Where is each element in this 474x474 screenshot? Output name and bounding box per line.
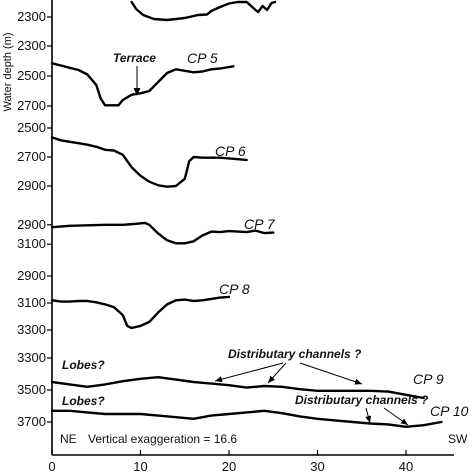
x-tick-label: 10 — [133, 459, 147, 474]
annotation-arrow — [214, 362, 284, 382]
x-axis-group: 0 10 20 30 40 — [48, 450, 454, 474]
annotation-distributary-2: Distributary channels ? — [295, 393, 429, 407]
profile-labels: CP 5 CP 6 CP 7 CP 8 CP 9 CP 10 — [187, 50, 469, 419]
profile-label-cp9: CP 9 — [413, 371, 444, 387]
annotation-terrace: Terrace — [113, 51, 156, 65]
annotation-distributary-1: Distributary channels ? — [228, 347, 362, 361]
direction-ne: NE — [60, 432, 77, 446]
annotation-arrow — [299, 362, 363, 385]
y-tick-label: 2900 — [17, 217, 46, 232]
y-tick-label: 3500 — [17, 382, 46, 397]
annotations: Terrace Lobes? Lobes? Distributary chann… — [60, 51, 468, 446]
y-axis-label: Water depth (m) — [2, 32, 14, 111]
profile-line-top-partial — [130, 0, 277, 22]
vertical-exaggeration-note: Vertical exaggeration = 16.6 — [88, 432, 237, 446]
terrace-arrow-head — [133, 88, 141, 96]
y-tick-label: 3300 — [17, 350, 46, 365]
x-tick-label: 20 — [222, 459, 236, 474]
annotation-arrow-head — [400, 418, 408, 425]
y-tick-label: 3700 — [17, 414, 46, 429]
y-tick-label: 2900 — [17, 178, 46, 193]
annotation-arrow-head — [268, 375, 275, 383]
distributary-2-arrows — [365, 407, 409, 426]
annotation-lobes-2: Lobes? — [62, 394, 105, 408]
x-tick-label: 30 — [310, 459, 324, 474]
y-tick-label: 2500 — [17, 120, 46, 135]
x-tick-group: 0 10 20 30 40 — [48, 450, 413, 474]
profile-label-cp10: CP 10 — [430, 403, 469, 419]
x-tick-label: 0 — [48, 459, 55, 474]
annotation-arrow-head — [215, 376, 223, 383]
y-tick-label: 3300 — [17, 322, 46, 337]
x-tick-label: 40 — [399, 459, 413, 474]
y-tick-label: 2300 — [17, 38, 46, 53]
profile-label-cp8: CP 8 — [219, 281, 250, 297]
annotation-arrow-head — [365, 415, 372, 423]
y-tick-label: 2700 — [17, 149, 46, 164]
profile-line-cp7 — [50, 221, 275, 245]
profile-curves — [50, 0, 443, 428]
profile-line-cp6 — [50, 136, 248, 188]
annotation-arrow-head — [354, 378, 362, 385]
y-tick-label: 2500 — [17, 68, 46, 83]
profile-line-cp9 — [50, 376, 425, 400]
y-axis-group: 2300 2300 2500 2700 2500 2700 2900 2900 3100 2900… — [2, 0, 53, 455]
y-tick-label: 2700 — [17, 98, 46, 113]
profile-line-cp8 — [50, 295, 231, 330]
direction-sw: SW — [448, 432, 468, 446]
distributary-1-arrows — [214, 362, 363, 385]
profile-label-cp5: CP 5 — [187, 50, 218, 66]
y-tick-label: 2900 — [17, 268, 46, 283]
profile-label-cp6: CP 6 — [215, 143, 246, 159]
y-tick-labels: 2300 2300 2500 2700 2500 2700 2900 2900 3100 2900… — [17, 9, 52, 429]
y-tick-label: 3100 — [17, 295, 46, 310]
profile-line-cp5 — [50, 62, 235, 107]
profile-line-cp10 — [50, 409, 443, 428]
y-tick-label: 3100 — [17, 236, 46, 251]
y-tick-label: 2300 — [17, 9, 46, 24]
profile-label-cp7: CP 7 — [244, 216, 276, 232]
annotation-lobes-1: Lobes? — [62, 358, 105, 372]
